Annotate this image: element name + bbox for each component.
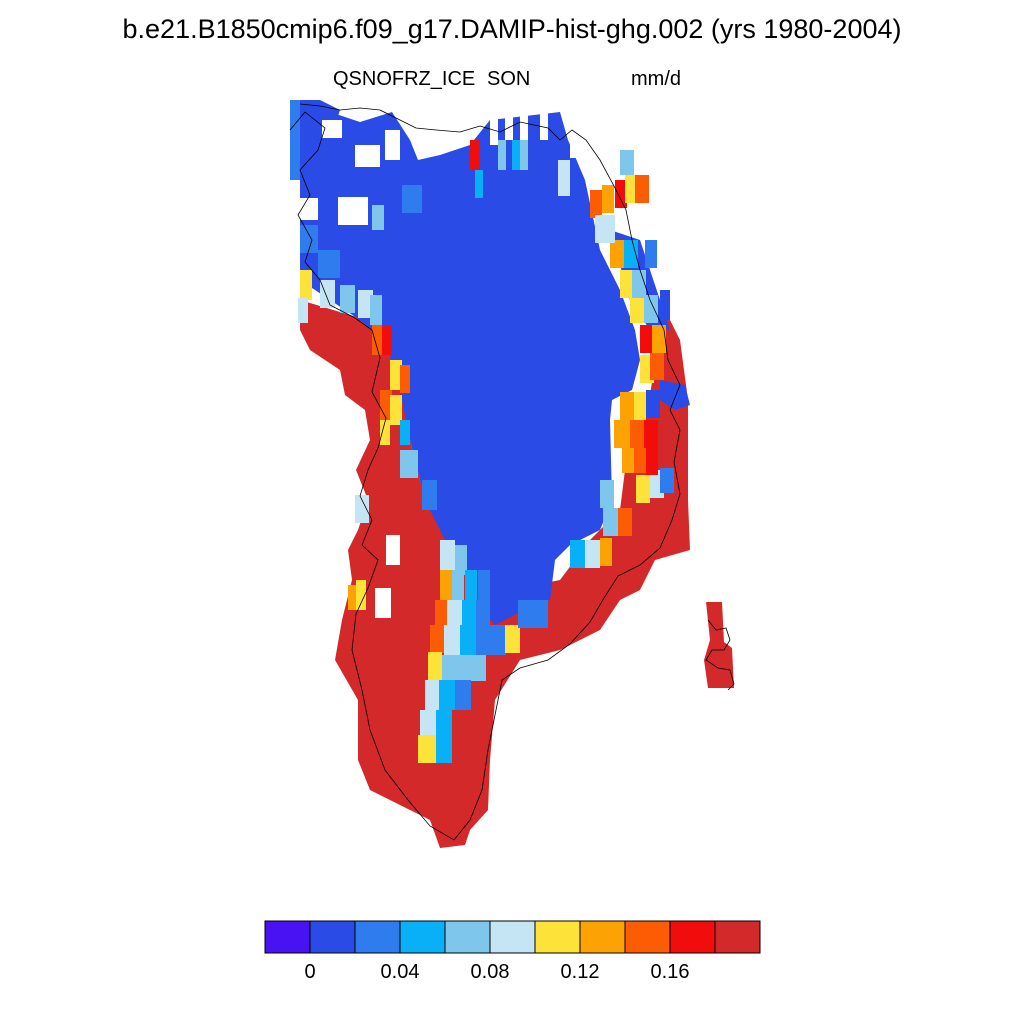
- colorbar-swatch: [264, 920, 311, 954]
- coastal-melt-region: [300, 300, 734, 848]
- colorbar-tick-label: 0.04: [380, 961, 420, 983]
- colorbar-swatch: [309, 920, 356, 954]
- season-label: SON: [487, 68, 531, 90]
- units-label: mm/d: [631, 68, 681, 90]
- variable-label: QSNOFRZ_ICE: [333, 68, 476, 90]
- coastline: [289, 103, 735, 841]
- colorbar-swatch: [624, 920, 671, 954]
- colorbar-swatch: [669, 920, 716, 954]
- colorbar-swatch: [714, 920, 761, 954]
- colorbar-swatch: [534, 920, 581, 954]
- ice-margin-cells: [290, 100, 674, 763]
- colorbar-tick-label: 0: [304, 961, 316, 983]
- colorbar-tick-label: 0.16: [650, 961, 690, 983]
- colorbar-swatch: [579, 920, 626, 954]
- colorbar-tick-label: 0.08: [470, 961, 510, 983]
- plot-title: b.e21.B1850cmip6.f09_g17.DAMIP-hist-ghg.…: [122, 14, 902, 44]
- colorbar-swatch: [444, 920, 491, 954]
- colorbar-tick-label: 0.12: [560, 961, 600, 983]
- colorbar-swatch: [354, 920, 401, 954]
- colorbar-swatch: [489, 920, 536, 954]
- colorbar-swatch: [399, 920, 446, 954]
- colorbar: [264, 920, 761, 954]
